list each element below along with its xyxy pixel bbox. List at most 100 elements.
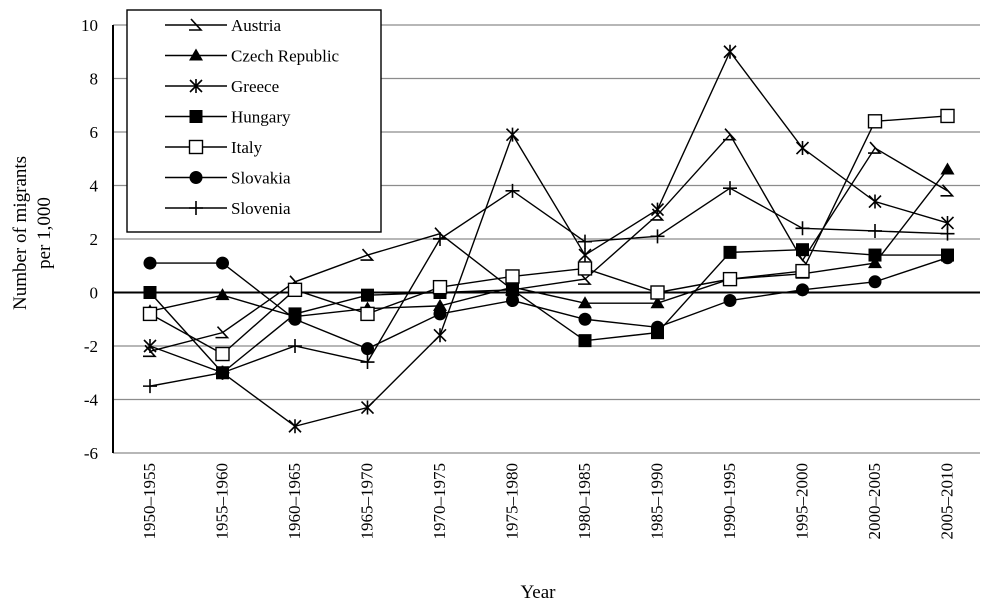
data-point-slovakia: [361, 342, 374, 356]
data-point-slovakia: [796, 283, 809, 297]
x-tick-label: 1980–1985: [575, 463, 594, 540]
x-tick-label: 1975–1980: [503, 463, 522, 540]
data-point-italy: [650, 285, 665, 300]
data-point-slovakia: [723, 294, 737, 308]
legend-item-greece: Greece: [165, 77, 279, 96]
series-line-hungary: [149, 248, 948, 374]
x-tick-label: 2000–2005: [865, 463, 884, 540]
data-point-hungary: [361, 288, 374, 302]
data-point-italy: [577, 261, 593, 276]
legend-label-italy: Italy: [231, 138, 263, 157]
data-point-austria: [940, 184, 955, 197]
y-tick-label: -6: [84, 444, 98, 463]
data-point-slovakia: [288, 312, 302, 326]
series-line-austria: [149, 133, 948, 353]
data-point-italy: [795, 263, 810, 279]
x-tick-label: 1960–1965: [285, 463, 304, 540]
data-point-slovakia: [651, 320, 664, 334]
data-point-slovakia: [216, 256, 229, 270]
x-axis-title: Year: [520, 582, 556, 603]
series-slovenia: [143, 181, 955, 394]
y-tick-label: 6: [90, 123, 99, 142]
y-axis-title-line-1: Number of migrants: [10, 156, 31, 310]
data-point-hungary: [723, 245, 737, 259]
y-tick-label: 2: [90, 230, 99, 249]
legend-marker-italy: [188, 139, 204, 155]
data-point-slovenia: [433, 232, 447, 246]
data-point-italy: [867, 114, 883, 129]
legend-marker-hungary: [189, 110, 203, 123]
data-point-italy: [722, 271, 738, 287]
data-point-czech-republic: [433, 298, 447, 311]
series-lines: [142, 44, 955, 434]
data-point-austria: [723, 128, 737, 141]
data-point-austria: [650, 208, 665, 221]
series-italy: [142, 108, 955, 362]
y-tick-labels: -6 -4 -2 0 2 4 6 8 10: [81, 16, 99, 463]
data-point-hungary: [506, 283, 519, 297]
data-point-italy: [360, 306, 375, 322]
data-point-italy: [432, 279, 448, 295]
series-line-slovenia: [149, 187, 948, 387]
data-point-greece: [505, 127, 520, 142]
data-point-slovakia: [578, 312, 592, 326]
data-point-czech-republic: [578, 296, 592, 309]
x-tick-label: 1970–1975: [430, 463, 449, 540]
legend-item-slovenia: Slovenia: [165, 199, 291, 218]
data-point-greece: [795, 141, 810, 156]
legend-marker-austria: [189, 18, 203, 31]
legend-item-austria: Austria: [165, 16, 282, 35]
legend-marker-slovenia: [189, 201, 203, 215]
legend-item-slovakia: Slovakia: [165, 169, 291, 188]
data-point-slovakia: [868, 275, 882, 289]
data-point-greece: [143, 339, 157, 353]
data-point-slovenia: [578, 234, 592, 249]
y-tick-label: 10: [81, 16, 98, 35]
data-point-slovenia: [215, 365, 230, 380]
data-point-hungary: [578, 334, 592, 348]
data-point-slovakia: [143, 256, 157, 270]
data-point-austria: [868, 141, 882, 154]
data-point-italy: [940, 108, 955, 124]
data-point-greece: [288, 419, 302, 434]
legend-item-hungary: Hungary: [165, 108, 291, 127]
series-slovakia: [143, 251, 954, 356]
data-point-slovakia: [506, 294, 519, 308]
data-point-italy: [287, 282, 303, 298]
x-tick-label: 1995–2000: [793, 463, 812, 540]
legend-marker-slovakia: [189, 171, 203, 184]
data-point-czech-republic: [215, 288, 230, 301]
data-point-hungary: [868, 248, 882, 262]
data-point-slovenia: [288, 339, 302, 353]
data-point-greece: [650, 202, 665, 217]
y-tick-label: -2: [84, 337, 98, 356]
data-point-austria: [143, 344, 157, 358]
data-point-italy: [505, 269, 520, 284]
data-point-slovenia: [940, 226, 955, 241]
x-tick-label: 1950–1955: [140, 463, 159, 540]
legend-box: [126, 9, 382, 233]
series-hungary: [143, 243, 954, 380]
y-tick-label: -4: [84, 391, 99, 410]
data-point-slovenia: [143, 379, 157, 394]
y-tick-label: 4: [90, 177, 99, 196]
data-point-hungary: [143, 286, 157, 299]
legend-label-czech-republic: Czech Republic: [231, 47, 340, 66]
series-line-slovakia: [150, 257, 948, 350]
data-point-austria: [360, 248, 375, 261]
series-line-italy: [149, 115, 948, 355]
x-tick-label: 2005–2010: [938, 463, 957, 540]
data-point-czech-republic: [940, 162, 955, 175]
data-point-slovenia: [505, 183, 520, 198]
data-point-slovenia: [360, 355, 375, 370]
legend-label-slovenia: Slovenia: [231, 199, 291, 218]
data-point-czech-republic: [868, 256, 882, 269]
data-point-greece: [578, 248, 592, 263]
y-tick-label: 0: [90, 284, 99, 303]
legend-item-czech-republic: Czech Republic: [165, 47, 340, 66]
data-point-slovenia: [650, 229, 665, 244]
data-point-slovenia: [723, 181, 737, 196]
axes: [112, 25, 980, 453]
